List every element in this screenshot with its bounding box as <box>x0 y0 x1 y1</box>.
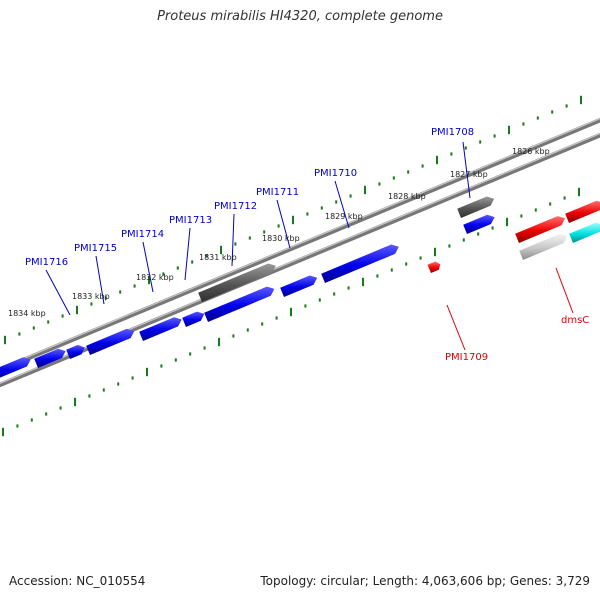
gene-arrow-reverse[interactable] <box>565 200 600 223</box>
label-leader-line <box>276 199 291 249</box>
gene-arrow-forward[interactable] <box>0 357 31 381</box>
gene-label: PMI1708 <box>431 127 474 138</box>
gene-label: PMI1711 <box>256 187 299 198</box>
gene-arrow-forward[interactable] <box>280 275 318 298</box>
gene-arrow-forward[interactable] <box>34 348 66 368</box>
topology-text: Topology: circular; Length: 4,063,606 bp… <box>260 574 590 588</box>
gene-label: PMI1714 <box>121 229 164 240</box>
scale-label: 1828 kbp <box>388 192 426 201</box>
scale-label: 1826 kbp <box>512 147 550 156</box>
scale-label: 1834 kbp <box>8 309 46 318</box>
gene-arrow-forward[interactable] <box>139 317 182 341</box>
accession-text: Accession: NC_010554 <box>9 574 146 588</box>
gene-label: PMI1712 <box>214 201 257 212</box>
scale-label: 1827 kbp <box>450 170 488 179</box>
backbone-line <box>0 117 600 373</box>
gene-arrow-forward[interactable] <box>66 344 85 359</box>
label-leader-line <box>184 227 191 281</box>
gene-arrow-pseudo[interactable] <box>457 196 495 219</box>
scale-label: 1830 kbp <box>262 234 300 243</box>
label-leader-line <box>95 255 105 305</box>
gene-arrow-forward[interactable] <box>86 328 135 355</box>
gene-label: dmsC <box>561 315 589 326</box>
label-leader-line <box>334 180 350 229</box>
label-leader-lines <box>45 141 574 351</box>
map-text: 1826 kbp 1827 kbp 1828 kbp 1829 kbp 1830 kbp… <box>8 127 589 363</box>
gene-arrow-pseudo[interactable] <box>198 263 276 303</box>
gene-arrow-other[interactable] <box>519 233 568 260</box>
gene-arrow-forward[interactable] <box>204 286 275 322</box>
gene-label: PMI1715 <box>74 243 117 254</box>
scale-ticks <box>2 95 582 437</box>
gene-label: PMI1713 <box>169 215 212 226</box>
label-leader-line <box>555 267 574 314</box>
gene-arrow-forward[interactable] <box>463 214 495 234</box>
gene-arrow-forward[interactable] <box>321 244 399 284</box>
gene-arrow-rna[interactable] <box>569 222 600 243</box>
gene-label: PMI1709 <box>445 352 488 363</box>
map-title: Proteus mirabilis HI4320, complete genom… <box>157 9 443 24</box>
scale-label: 1831 kbp <box>199 253 237 262</box>
gene-label: PMI1710 <box>314 168 357 179</box>
label-leader-line <box>462 141 471 199</box>
scale-label: 1832 kbp <box>136 273 174 282</box>
backbone-highlight <box>0 118 600 369</box>
label-leader-line <box>45 269 71 316</box>
scale-label: 1833 kbp <box>72 292 110 301</box>
gene-arrow-forward[interactable] <box>182 311 205 327</box>
label-leader-line <box>142 241 154 293</box>
label-leader-line <box>446 304 466 351</box>
gene-arrow-reverse[interactable] <box>427 261 441 274</box>
scale-label: 1829 kbp <box>325 212 363 221</box>
label-leader-line <box>231 213 235 267</box>
gene-label: PMI1716 <box>25 257 68 268</box>
gene-arrow-reverse[interactable] <box>515 216 566 243</box>
gene-features[interactable] <box>0 196 600 382</box>
